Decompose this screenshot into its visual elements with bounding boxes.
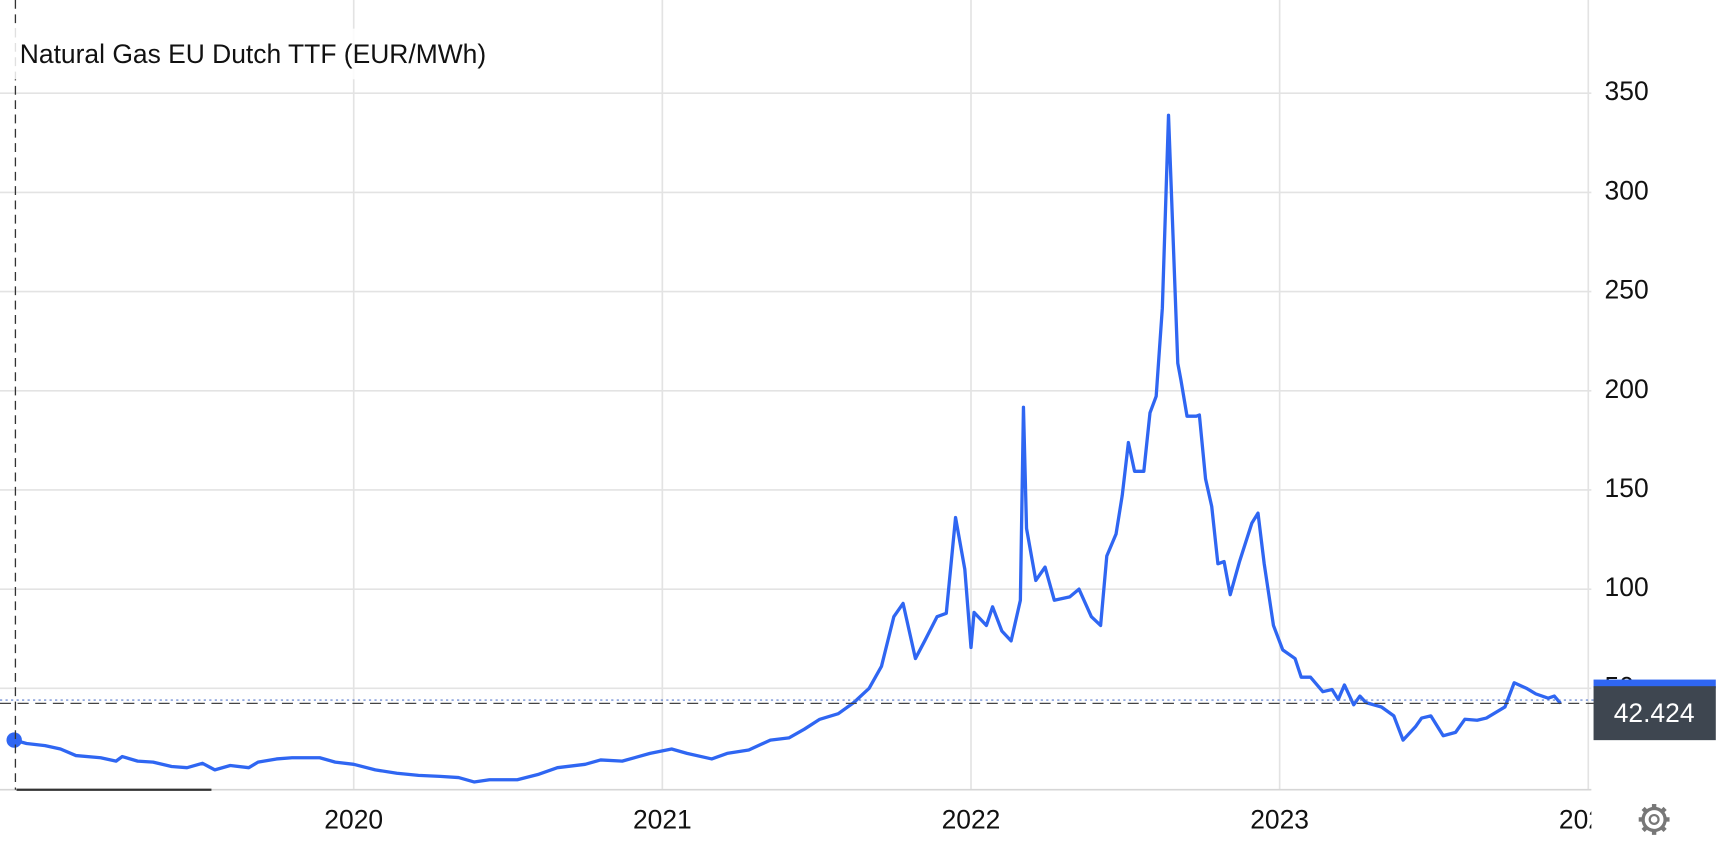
price-tag: [1593, 686, 1716, 741]
marks: [0, 0, 1594, 790]
gear-hub: [1648, 813, 1660, 825]
title-background: [13, 28, 622, 80]
grid: 2020 2021 2022 2023 2024: [0, 0, 1618, 835]
gear-teeth: [1638, 804, 1670, 835]
x-tick-label: 2023: [1250, 805, 1309, 835]
price-line: [13, 113, 1562, 784]
y-tick-label: 200: [1605, 374, 1649, 404]
x-ticks: 2020 2021 2022 2023 2024: [324, 805, 1618, 835]
y-tick-label: 100: [1605, 572, 1649, 602]
y-tick-label: 300: [1605, 175, 1649, 205]
y-tick-label: 350: [1605, 76, 1649, 106]
y-tick-label: 150: [1605, 473, 1649, 503]
price-tag-top: [1593, 679, 1716, 689]
start-dot: [6, 732, 22, 748]
overlay: 5010015020025030035042.424: [1593, 76, 1716, 741]
chart-title: Natural Gas EU Dutch TTF (EUR/MWh): [20, 39, 486, 69]
settings-button[interactable]: [1638, 804, 1670, 835]
y-tick-label: 250: [1605, 275, 1649, 305]
x-tick-label: 2021: [633, 805, 692, 835]
x-tick-label: 2020: [324, 805, 383, 835]
x-tick-label: 2022: [942, 805, 1001, 835]
x-tick-label: 2024: [1559, 805, 1618, 835]
price-tag-label: 42.424: [1614, 698, 1695, 728]
